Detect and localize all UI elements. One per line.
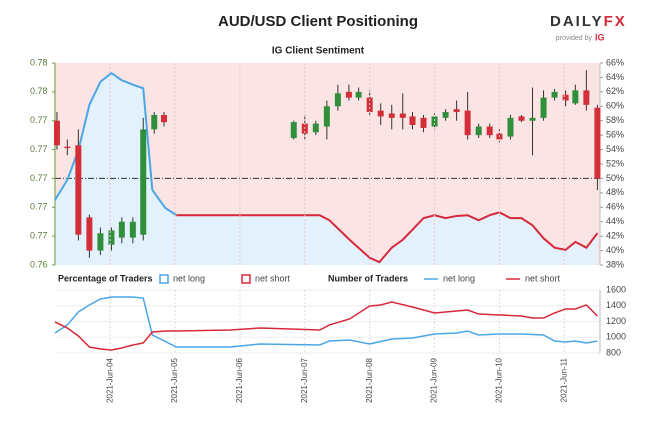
y2-tick-label: 56% xyxy=(606,130,624,140)
candle-body xyxy=(420,117,427,128)
legend-label: net short xyxy=(255,273,291,283)
candle-body xyxy=(140,129,147,235)
y-tick-label: 1600 xyxy=(606,284,626,294)
legend-swatch xyxy=(241,274,251,284)
x-tick-label: 2021-Jun-06 xyxy=(235,357,244,402)
candle-body xyxy=(108,230,115,245)
candle-body xyxy=(388,113,395,118)
y2-tick-label: 44% xyxy=(606,216,624,226)
candle-body xyxy=(518,116,525,121)
logo-accent: FX xyxy=(604,13,627,30)
candle-body xyxy=(409,116,416,126)
candle-body xyxy=(53,120,60,146)
y-tick-label: 0.78 xyxy=(30,57,48,67)
y2-tick-label: 38% xyxy=(606,259,624,269)
x-tick-label: 2021-Jun-10 xyxy=(495,357,504,402)
y-tick-label: 800 xyxy=(606,347,621,357)
y-tick-label: 0.77 xyxy=(30,173,48,183)
candle-body xyxy=(151,114,158,130)
logo-ig: IG xyxy=(595,32,605,42)
candle-body xyxy=(355,91,362,98)
sentiment-line xyxy=(176,211,599,264)
y2-tick-label: 50% xyxy=(606,173,624,183)
x-tick-label: 2021-Jun-09 xyxy=(430,357,439,402)
legend-title: Percentage of Traders xyxy=(58,273,153,283)
x-tick-label: 2021-Jun-08 xyxy=(365,357,374,402)
candle-body xyxy=(442,112,449,118)
y-tick-label: 0.77 xyxy=(30,144,48,154)
candle-body xyxy=(345,91,352,98)
y2-tick-label: 52% xyxy=(606,158,624,168)
y2-tick-label: 64% xyxy=(606,72,624,82)
candle-body xyxy=(562,94,569,101)
y-tick-label: 0.77 xyxy=(30,202,48,212)
y2-tick-label: 40% xyxy=(606,245,624,255)
candle-body xyxy=(290,122,297,139)
sentiment-area xyxy=(55,73,598,265)
y2-tick-label: 42% xyxy=(606,231,624,241)
candle-body xyxy=(551,91,558,98)
y2-tick-label: 60% xyxy=(606,101,624,111)
candle-body xyxy=(334,93,341,107)
candle-body xyxy=(118,221,125,238)
candle-body xyxy=(64,146,71,149)
candle-body xyxy=(399,113,406,118)
trader-line xyxy=(54,301,598,351)
chart-subtitle: IG Client Sentiment xyxy=(272,46,365,57)
y-tick-label: 1400 xyxy=(606,300,626,310)
candle-body xyxy=(86,217,93,251)
y2-tick-label: 62% xyxy=(606,86,624,96)
chart-title: AUD/USD Client Positioning xyxy=(218,13,418,30)
legend-title: Number of Traders xyxy=(328,273,408,283)
legend-label: net long xyxy=(173,273,205,283)
candle-body xyxy=(129,221,136,238)
x-tick-label: 2021-Jun-07 xyxy=(300,357,309,402)
logo-main: DAILY xyxy=(550,13,604,30)
y-tick-label: 1000 xyxy=(606,332,626,342)
candle-body xyxy=(97,233,104,251)
candle-body xyxy=(594,107,601,179)
candle-body xyxy=(529,117,536,121)
y2-tick-label: 58% xyxy=(606,115,624,125)
y2-tick-label: 54% xyxy=(606,144,624,154)
legend-label: net long xyxy=(443,273,475,283)
candle-body xyxy=(431,116,438,127)
candle-body xyxy=(377,110,384,117)
logo: DAILYFX xyxy=(550,13,627,30)
legend-label: net short xyxy=(525,273,561,283)
trader-line xyxy=(54,296,598,348)
candle-body xyxy=(161,114,167,123)
y-tick-label: 1200 xyxy=(606,316,626,326)
y2-tick-label: 46% xyxy=(606,202,624,212)
y-tick-label: 0.76 xyxy=(30,259,48,269)
candle-body xyxy=(486,126,493,136)
x-tick-label: 2021-Jun-05 xyxy=(170,357,179,402)
y-tick-label: 0.78 xyxy=(30,86,48,96)
candle-body xyxy=(540,97,547,118)
x-tick-label: 2021-Jun-04 xyxy=(105,357,114,402)
candle-body xyxy=(572,90,579,104)
candle-body xyxy=(464,110,471,136)
candle-body xyxy=(475,126,482,136)
candle-body xyxy=(75,145,82,235)
candle-body xyxy=(312,123,319,133)
legend-swatch xyxy=(159,274,169,284)
candle-body xyxy=(507,117,514,137)
x-tick-label: 2021-Jun-11 xyxy=(559,357,568,402)
y-tick-label: 0.77 xyxy=(30,115,48,125)
y2-tick-label: 48% xyxy=(606,187,624,197)
y-tick-label: 0.77 xyxy=(30,231,48,241)
candle-body xyxy=(323,106,330,127)
candle-body xyxy=(583,90,590,105)
candle-body xyxy=(453,109,460,113)
y2-tick-label: 66% xyxy=(606,57,624,67)
logo-sub: provided by xyxy=(556,35,593,42)
